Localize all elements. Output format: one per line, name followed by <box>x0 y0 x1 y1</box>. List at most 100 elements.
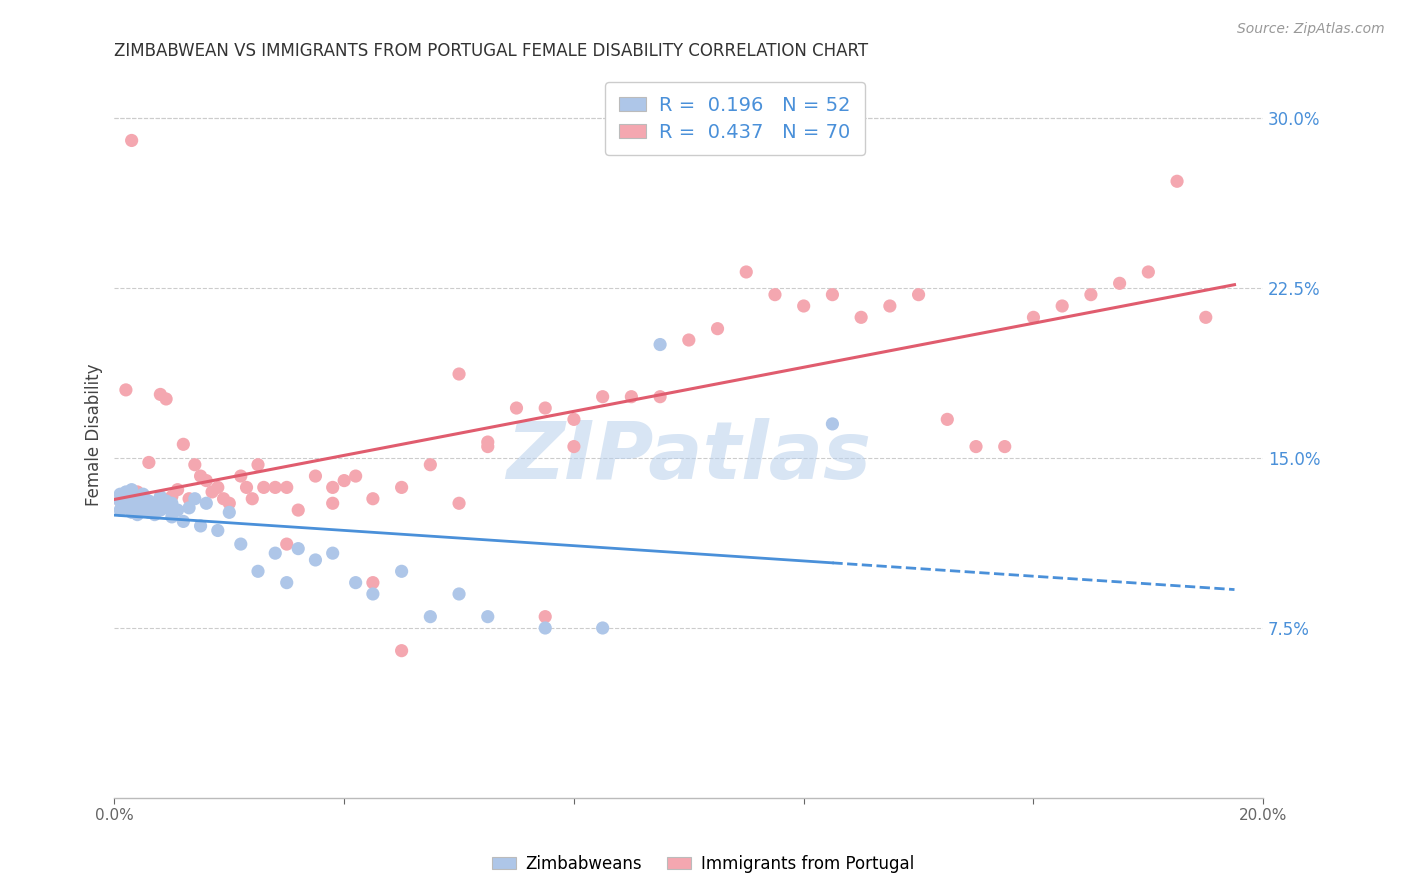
Point <box>121 133 143 147</box>
Point <box>177 500 200 515</box>
Point <box>121 483 143 497</box>
Point <box>287 541 309 556</box>
Point <box>821 287 844 301</box>
Point <box>1108 277 1130 291</box>
Point <box>276 480 298 494</box>
Point <box>562 412 585 426</box>
Point <box>447 496 470 510</box>
Point <box>127 491 149 506</box>
Point <box>155 392 177 406</box>
Point <box>936 412 959 426</box>
Point <box>1050 299 1073 313</box>
Point <box>201 484 224 499</box>
Point <box>361 587 384 601</box>
Point <box>361 491 384 506</box>
Point <box>195 496 218 510</box>
Point <box>304 469 326 483</box>
Point <box>127 500 149 515</box>
Point <box>505 401 527 415</box>
Point <box>160 490 183 504</box>
Point <box>391 643 413 657</box>
Point <box>172 515 194 529</box>
Point <box>849 310 872 325</box>
Point <box>706 321 728 335</box>
Point <box>322 496 344 510</box>
Point <box>907 287 929 301</box>
Point <box>121 490 143 504</box>
Point <box>108 494 131 508</box>
Point <box>287 503 309 517</box>
Point <box>735 265 758 279</box>
Point <box>391 564 413 578</box>
Point <box>115 383 138 397</box>
Point <box>190 469 212 483</box>
Point <box>994 440 1017 454</box>
Point <box>592 390 614 404</box>
Point <box>155 494 177 508</box>
Point <box>879 299 901 313</box>
Point <box>132 491 155 506</box>
Point <box>132 496 155 510</box>
Point <box>1195 310 1218 325</box>
Point <box>419 609 441 624</box>
Point <box>121 496 143 510</box>
Point <box>1166 174 1188 188</box>
Y-axis label: Female Disability: Female Disability <box>86 364 103 507</box>
Point <box>1022 310 1045 325</box>
Point <box>143 496 166 510</box>
Point <box>108 503 131 517</box>
Point <box>276 575 298 590</box>
Point <box>534 401 557 415</box>
Point <box>477 609 499 624</box>
Point <box>592 621 614 635</box>
Point <box>195 474 218 488</box>
Point <box>115 491 138 506</box>
Point <box>447 587 470 601</box>
Text: ZIMBABWEAN VS IMMIGRANTS FROM PORTUGAL FEMALE DISABILITY CORRELATION CHART: ZIMBABWEAN VS IMMIGRANTS FROM PORTUGAL F… <box>114 42 869 60</box>
Point <box>115 500 138 515</box>
Point <box>138 494 160 508</box>
Point <box>235 480 257 494</box>
Point <box>190 519 212 533</box>
Point <box>447 367 470 381</box>
Point <box>391 480 413 494</box>
Point <box>821 417 844 431</box>
Point <box>534 609 557 624</box>
Point <box>562 440 585 454</box>
Point <box>149 387 172 401</box>
Point <box>229 537 252 551</box>
Text: Source: ZipAtlas.com: Source: ZipAtlas.com <box>1237 22 1385 37</box>
Point <box>361 575 384 590</box>
Point <box>160 496 183 510</box>
Point <box>115 499 138 513</box>
Point <box>138 455 160 469</box>
Point <box>1080 287 1102 301</box>
Point <box>149 503 172 517</box>
Point <box>132 487 155 501</box>
Point <box>264 480 287 494</box>
Point <box>247 564 270 578</box>
Point <box>648 390 671 404</box>
Point <box>143 496 166 510</box>
Point <box>419 458 441 472</box>
Point <box>678 333 700 347</box>
Point <box>138 505 160 519</box>
Point <box>115 484 138 499</box>
Point <box>172 437 194 451</box>
Point <box>253 480 276 494</box>
Point <box>965 440 987 454</box>
Point <box>793 299 815 313</box>
Point <box>127 484 149 499</box>
Point <box>322 546 344 560</box>
Point <box>218 496 240 510</box>
Point <box>108 494 131 508</box>
Point <box>247 458 270 472</box>
Point <box>240 491 263 506</box>
Point <box>304 553 326 567</box>
Point <box>166 483 188 497</box>
Point <box>108 487 131 501</box>
Point <box>177 491 200 506</box>
Point <box>1137 265 1160 279</box>
Point <box>143 508 166 522</box>
Point <box>127 508 149 522</box>
